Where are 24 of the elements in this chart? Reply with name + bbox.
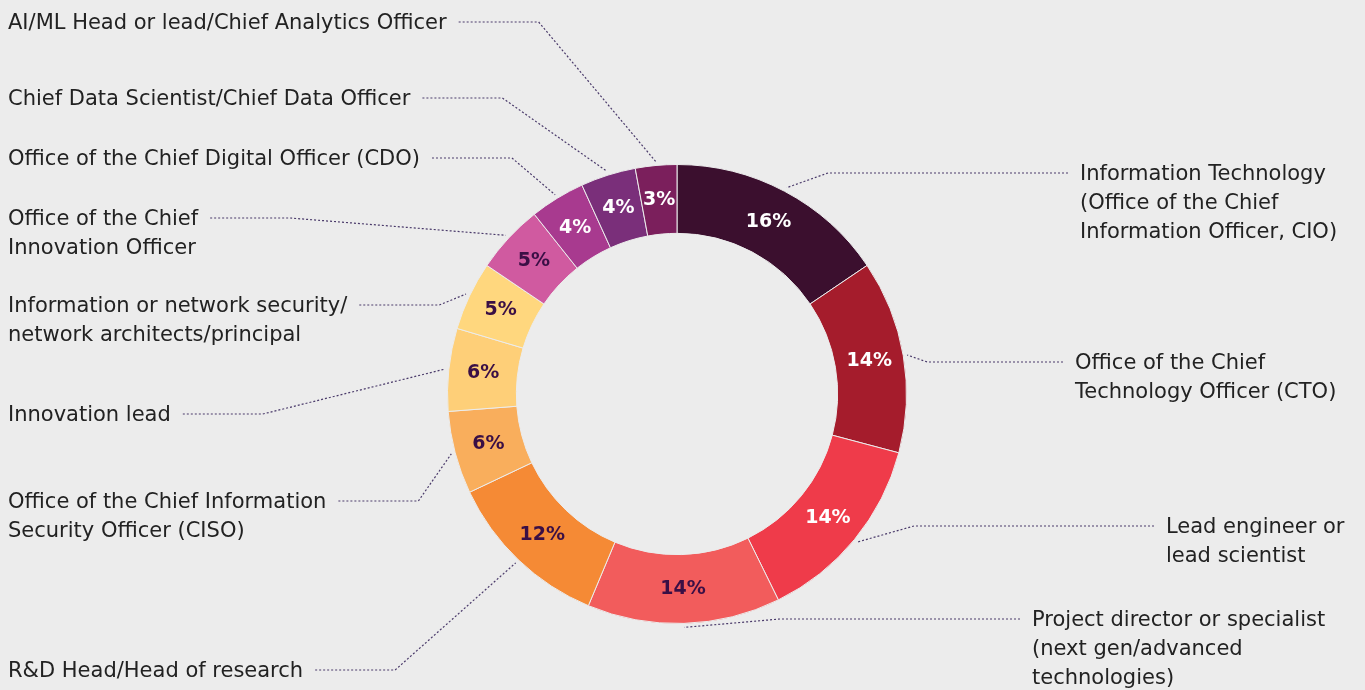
data-label: 5% bbox=[484, 297, 517, 320]
data-label: 6% bbox=[472, 430, 505, 453]
slice-label: AI/ML Head or lead/Chief Analytics Officer bbox=[8, 10, 448, 34]
slice-label: Innovation lead bbox=[8, 402, 171, 426]
slice-label: Information Technology (Office of the Chief Information Officer, CIO) bbox=[1080, 161, 1338, 243]
data-label: 4% bbox=[602, 194, 635, 217]
slice-label: Information or network security/ network architects/principal bbox=[8, 293, 349, 346]
slice-label: Office of the Chief Information Security Officer (CISO) bbox=[8, 489, 327, 542]
data-label: 14% bbox=[846, 348, 893, 371]
data-label: 16% bbox=[745, 208, 792, 231]
data-label: 12% bbox=[519, 522, 565, 544]
slice-label: Chief Data Scientist/Chief Data Officer bbox=[8, 86, 411, 110]
data-label: 3% bbox=[643, 186, 676, 209]
slice-label: Project director or specialist (next gen/advanced technologies) bbox=[1032, 607, 1326, 689]
slice-label: Office of the Chief Innovation Officer bbox=[8, 206, 199, 259]
data-label: 5% bbox=[517, 248, 551, 271]
slice-label: Office of the Chief Technology Officer (CTO) bbox=[1074, 350, 1337, 403]
data-label: 6% bbox=[466, 360, 500, 383]
data-label: 14% bbox=[660, 575, 706, 598]
data-label: 14% bbox=[805, 504, 851, 527]
slice-label: R&D Head/Head of research bbox=[8, 658, 304, 682]
slice-label: Lead engineer or lead scientist bbox=[1166, 514, 1345, 567]
data-label: 4% bbox=[559, 214, 592, 237]
slice-label: Office of the Chief Digital Officer (CDO) bbox=[8, 146, 420, 170]
